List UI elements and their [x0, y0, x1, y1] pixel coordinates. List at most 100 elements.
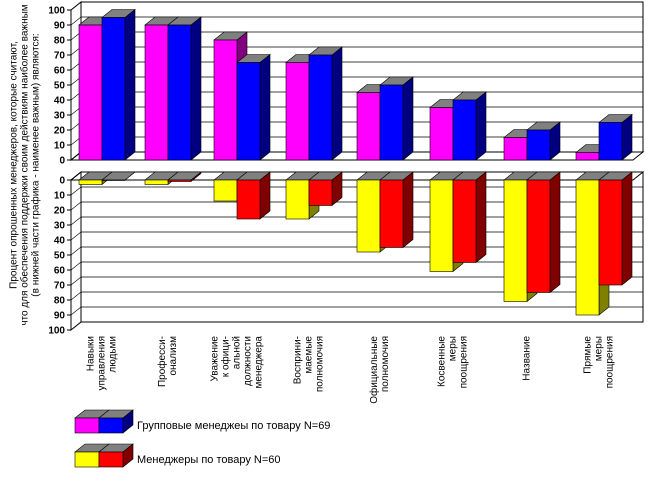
top-panel-bar-series-b: [101, 17, 126, 161]
category-label: Официальные: [368, 336, 380, 404]
top-panel-bar-series-b-side: [124, 8, 136, 161]
top-panel-bar-series-b: [379, 84, 404, 161]
top-panel-bar-series-a: [575, 152, 600, 161]
top-panel-bar-series-b: [236, 62, 261, 161]
top-panel-tick-label: 0: [59, 156, 65, 167]
bottom-panel-bar-series-b: [526, 179, 551, 293]
bottom-panel-tick-label: 40: [54, 236, 66, 247]
top-panel-bar-series-a: [78, 24, 103, 161]
top-panel-tick-label: 70: [54, 51, 66, 62]
bottom-panel-tick-diag: [70, 231, 82, 241]
category-label: маемые: [304, 336, 315, 374]
bottom-panel-bar-series-a: [285, 179, 310, 220]
bottom-panel-tick-label: 80: [54, 296, 66, 307]
bottom-panel-bar-series-b: [308, 179, 333, 206]
top-panel-bar-series-b: [167, 24, 192, 161]
legend-label: Групповые менеджеы по товару N=69: [137, 420, 330, 432]
top-panel-tick-diag: [70, 1, 82, 11]
bottom-panel-bar-series-b-side: [402, 171, 414, 249]
top-panel-bar-series-b: [452, 99, 477, 161]
bottom-panel-tick-label: 30: [54, 221, 66, 232]
bottom-panel-tick-label: 90: [54, 311, 66, 322]
top-panel-bar-series-a: [429, 107, 454, 161]
top-panel-bar-series-b-side: [190, 16, 202, 161]
top-panel-bar-series-b-side: [402, 76, 414, 161]
y-axis-label-line: Процент опрошенных менеджеров, которые с…: [9, 41, 20, 289]
bottom-panel-tick-label: 70: [54, 281, 66, 292]
category-label: полномочия: [380, 336, 391, 392]
category-label: альной: [232, 336, 243, 369]
bottom-panel-bar-series-b: [598, 179, 623, 286]
bottom-panel-tick-label: 20: [54, 206, 66, 217]
bottom-panel-tick-diag: [70, 291, 82, 301]
category-label: Прямые: [583, 336, 594, 374]
top-panel-bar-series-b-side: [475, 91, 487, 161]
top-panel-bar-series-a: [356, 92, 381, 161]
y-axis-label-line: что для обеспечения поддержки своим дейс…: [19, 4, 31, 325]
legend-swatch: [98, 417, 124, 434]
category-label: менеджера: [254, 336, 265, 389]
y-axis-label-line: (в нижней части графика - наименее важны…: [30, 33, 42, 296]
bottom-panel-tick-diag: [70, 276, 82, 286]
top-panel-bar-series-b-side: [259, 53, 271, 161]
category-label: должности: [243, 336, 254, 386]
bottom-panel-bar-series-a: [78, 179, 103, 185]
bottom-panel-bar-series-b-side: [549, 171, 561, 294]
bottom-panel-bar-series-b-side: [621, 171, 633, 286]
category-label: Навыки: [86, 336, 97, 371]
bottom-panel-tick-diag: [70, 201, 82, 211]
bottom-panel-tick-label: 10: [54, 191, 66, 202]
bottom-panel-tick-label: 60: [54, 266, 66, 277]
bottom-panel-bar-series-b-side: [475, 171, 487, 264]
legend-label: Менеджеры по товару N=60: [137, 454, 280, 466]
category-label: людьми: [108, 336, 119, 373]
top-panel-tick-label: 100: [48, 6, 65, 17]
top-panel-tick-label: 90: [54, 21, 66, 32]
bottom-panel-tick-diag: [70, 246, 82, 256]
category-label: онализм: [168, 336, 179, 376]
bottom-panel-bar-series-b: [452, 179, 477, 263]
category-label: Уважение: [210, 336, 221, 382]
category-label: Професси-: [156, 336, 168, 387]
top-panel-tick-label: 60: [54, 66, 66, 77]
bottom-panel-bar-series-a: [356, 179, 381, 253]
category-label: полномочия: [315, 336, 326, 392]
top-panel-tick-label: 10: [54, 141, 66, 152]
bottom-panel-bar-series-a: [429, 179, 454, 272]
bottom-panel-tick-diag: [70, 261, 82, 271]
top-panel-bar-series-b: [308, 54, 333, 161]
category-label: Восприни-: [293, 336, 304, 384]
top-panel-tick-label: 80: [54, 36, 66, 47]
legend-swatch: [74, 417, 100, 434]
top-panel-tick-label: 40: [54, 96, 66, 107]
category-label: Название: [522, 336, 533, 381]
bottom-panel-tick-diag: [70, 216, 82, 226]
bottom-panel-bar-series-b: [167, 179, 192, 182]
category-label: Косвенные: [437, 336, 448, 387]
category-label: к офици-: [220, 336, 232, 377]
top-panel-tick-diag: [70, 16, 82, 26]
bottom-panel-bar-series-a: [213, 179, 238, 202]
bottom-panel-tick-label: 50: [54, 251, 66, 262]
top-panel-bar-series-b: [598, 122, 623, 161]
bottom-panel-bar-series-a: [503, 179, 528, 302]
bottom-panel-bar-series-b: [236, 179, 261, 220]
bottom-panel-tick-diag: [70, 321, 82, 331]
bottom-panel-tick-diag: [70, 171, 82, 181]
category-label: поощрения: [605, 336, 616, 388]
top-panel-bar-series-a: [503, 137, 528, 161]
bottom-panel-bar-series-b: [379, 179, 404, 248]
bottom-panel-tick-diag: [70, 186, 82, 196]
bottom-panel-tick-label: 100: [48, 326, 65, 337]
top-panel-bar-series-a: [285, 62, 310, 161]
category-label: меры: [448, 336, 459, 361]
top-panel-tick-label: 30: [54, 111, 66, 122]
bottom-panel-bar-series-a: [144, 179, 169, 185]
category-label: меры: [594, 336, 605, 361]
top-panel-bar-series-a: [144, 24, 169, 161]
category-label: поощрения: [459, 336, 470, 388]
top-panel-tick-label: 50: [54, 81, 66, 92]
legend-swatch: [74, 451, 100, 468]
